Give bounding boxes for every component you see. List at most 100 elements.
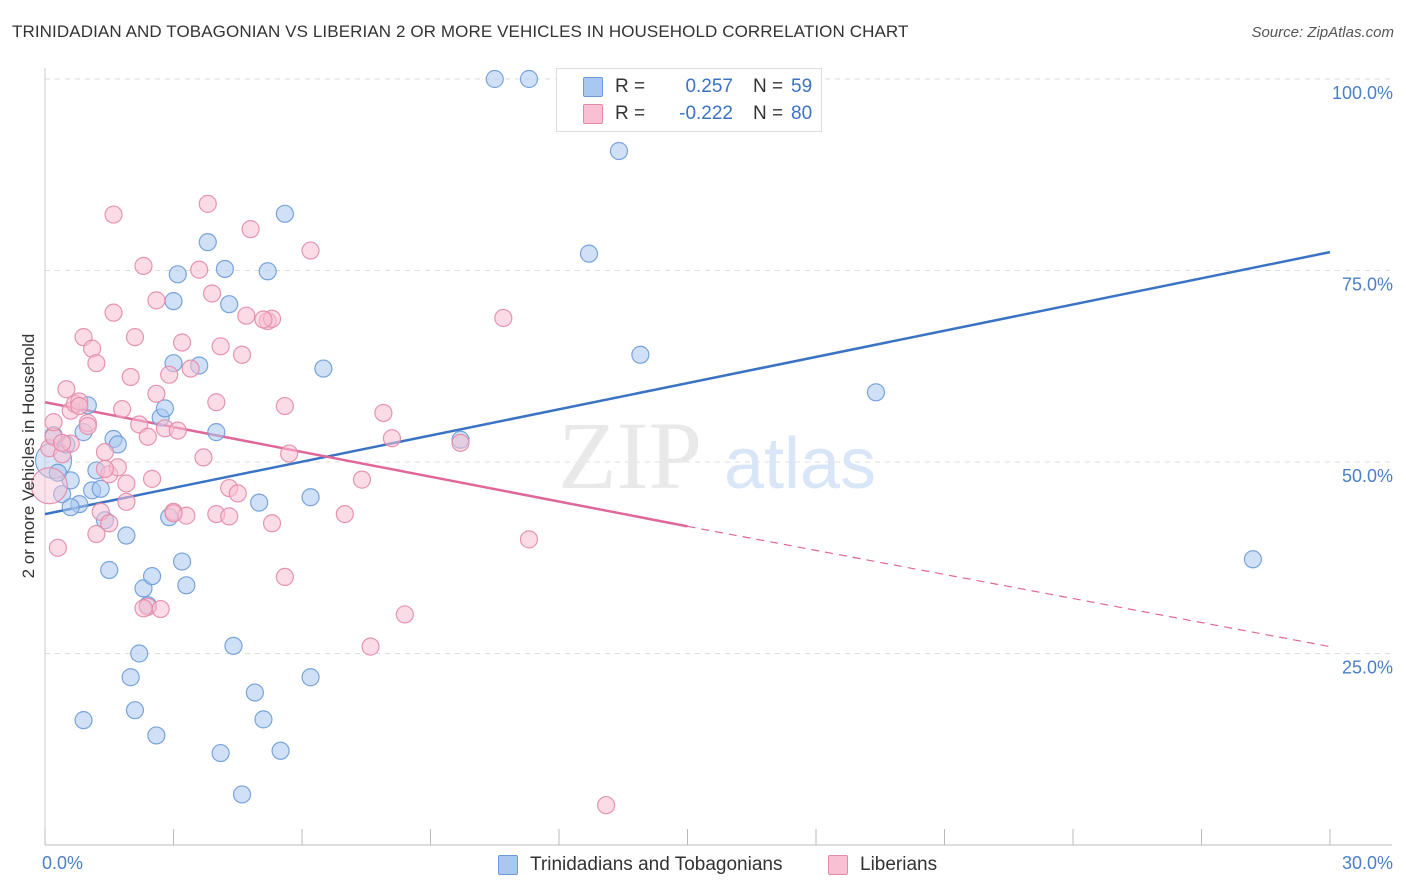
point-liberian: [194, 448, 213, 467]
point-liberian: [237, 306, 256, 325]
point-liberian: [168, 421, 187, 440]
point-trinidadian: [485, 69, 504, 89]
point-liberian: [117, 474, 136, 493]
y-axis-label: 2 or more Vehicles in Household: [19, 334, 38, 579]
point-liberian: [57, 380, 76, 399]
point-liberian: [138, 427, 157, 446]
point-liberian: [361, 637, 380, 656]
point-liberian: [451, 433, 470, 452]
legend-n-label: N =: [753, 76, 784, 97]
series-liberians-points: [30, 194, 616, 815]
point-trinidadian: [254, 710, 273, 729]
point-liberian: [87, 354, 106, 373]
point-trinidadian: [314, 359, 333, 378]
point-liberian: [335, 504, 354, 524]
point-liberian: [352, 470, 372, 489]
point-trinidadian: [125, 701, 145, 720]
point-liberian: [597, 796, 616, 815]
point-trinidadian: [61, 498, 80, 517]
point-liberian: [220, 507, 239, 526]
point-liberian: [134, 256, 153, 276]
point-liberian: [147, 291, 166, 310]
point-liberian: [190, 260, 209, 279]
y-tick-label: 25.0%: [1342, 658, 1393, 678]
y-tick-label: 100.0%: [1332, 83, 1393, 103]
legend-item-trinidadians: Trinidadians and Tobagonians: [498, 852, 782, 878]
series-trinidadians-points: [34, 69, 1263, 804]
point-trinidadian: [172, 552, 192, 571]
y-tick-label: 50.0%: [1342, 466, 1393, 486]
y-tick-label: 75.0%: [1342, 275, 1393, 295]
point-liberian: [134, 599, 153, 618]
trend-lines: [44, 250, 1331, 648]
point-trinidadian: [121, 668, 140, 687]
point-liberian: [164, 504, 183, 523]
point-trinidadian: [215, 259, 234, 279]
point-trinidadian: [301, 668, 320, 687]
point-trinidadian: [147, 726, 166, 745]
point-liberian: [95, 442, 115, 462]
point-trinidadian: [224, 636, 243, 655]
x-tick-label: 30.0%: [1342, 853, 1393, 873]
watermark-atlas: atlas: [724, 424, 876, 504]
legend-label-liberians: Liberians: [860, 854, 938, 875]
point-trinidadian: [155, 399, 175, 418]
point-liberian: [241, 220, 260, 239]
legend-n-value: 80: [791, 103, 813, 124]
chart-title: TRINIDADIAN AND TOBAGONIAN VS LIBERIAN 2…: [12, 22, 909, 41]
point-liberian: [202, 284, 222, 303]
point-liberian: [100, 514, 119, 533]
chart-source: Source: ZipAtlas.com: [1251, 24, 1394, 41]
point-liberian: [211, 337, 230, 356]
grid-lines: [45, 78, 1392, 654]
tick-labels: 25.0% 50.0% 75.0% 100.0% 0.0% 30.0%: [42, 83, 1393, 873]
point-liberian: [117, 492, 136, 511]
legend-item-liberians: Liberians: [828, 852, 937, 878]
axes: [44, 68, 1392, 846]
point-liberian: [519, 530, 539, 549]
legend-swatch-pink: [828, 855, 848, 875]
point-liberian: [262, 514, 282, 533]
legend-row-trinidadians: R = 0.257 N = 59: [583, 73, 812, 101]
legend-n-value: 59: [791, 76, 813, 97]
point-liberian: [70, 396, 89, 416]
point-trinidadian: [609, 141, 629, 161]
point-trinidadian: [164, 292, 183, 311]
point-liberian: [44, 413, 63, 432]
point-liberian: [228, 484, 247, 503]
point-trinidadian: [220, 295, 239, 314]
point-liberian: [30, 467, 68, 505]
point-liberian: [382, 429, 402, 448]
legend-n-label: N =: [753, 103, 784, 124]
point-liberian: [104, 205, 123, 224]
point-liberian: [207, 393, 226, 412]
point-trinidadian: [271, 741, 290, 760]
point-trinidadian: [250, 493, 269, 512]
point-liberian: [172, 333, 192, 352]
point-liberian: [280, 444, 299, 463]
watermark-zip: ZIP: [558, 402, 702, 509]
watermark: ZIP atlas: [558, 402, 876, 509]
point-liberian: [301, 241, 320, 260]
point-trinidadian: [130, 644, 149, 663]
point-liberian: [254, 310, 273, 329]
correlation-legend: R = 0.257 N = 59 R = -0.222 N = 80: [556, 68, 822, 132]
point-liberian: [494, 308, 513, 328]
point-liberian: [374, 403, 393, 423]
point-liberian: [78, 416, 97, 436]
point-trinidadian: [74, 711, 93, 730]
trend-line-trinidadians: [44, 250, 1331, 516]
legend-r-label: R =: [615, 76, 646, 97]
point-liberian: [181, 359, 200, 378]
legend-swatch-blue: [583, 77, 603, 97]
point-liberian: [112, 400, 132, 419]
point-liberian: [232, 345, 252, 364]
legend-row-liberians: R = -0.222 N = 80: [583, 100, 812, 128]
point-liberian: [104, 303, 123, 322]
point-liberian: [125, 328, 145, 347]
point-liberian: [275, 396, 294, 416]
point-trinidadian: [1243, 550, 1263, 569]
point-trinidadian: [245, 683, 264, 702]
point-trinidadian: [519, 69, 539, 89]
